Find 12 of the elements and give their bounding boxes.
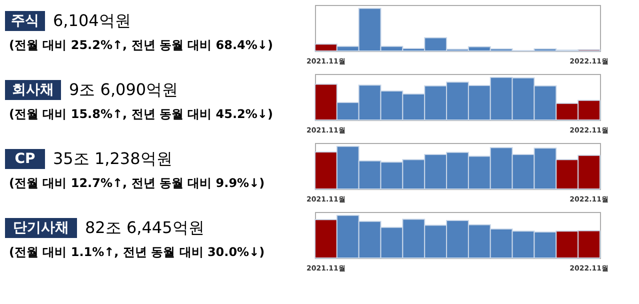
text: 9조 6,090억원 bbox=[69, 80, 178, 99]
text: 35조 1,238억원 bbox=[53, 149, 172, 168]
text: 82조 6,445억원 bbox=[85, 218, 204, 237]
text: 단기사채 bbox=[13, 220, 69, 236]
text: CP bbox=[14, 151, 36, 167]
text: 주식 bbox=[11, 13, 39, 29]
text: (전월 대비 1.1%↑, 전년 동월 대비 30.0%↓) bbox=[9, 245, 265, 259]
text: 6,104억원 bbox=[53, 11, 131, 30]
text: 회사채 bbox=[12, 82, 54, 98]
text: (전월 대비 15.8%↑, 전년 동월 대비 45.2%↓) bbox=[9, 107, 273, 121]
text: (전월 대비 25.2%↑, 전년 동월 대비 68.4%↓) bbox=[9, 38, 273, 52]
text: (전월 대비 12.7%↑, 전년 동월 대비 9.9%↓) bbox=[9, 176, 265, 190]
